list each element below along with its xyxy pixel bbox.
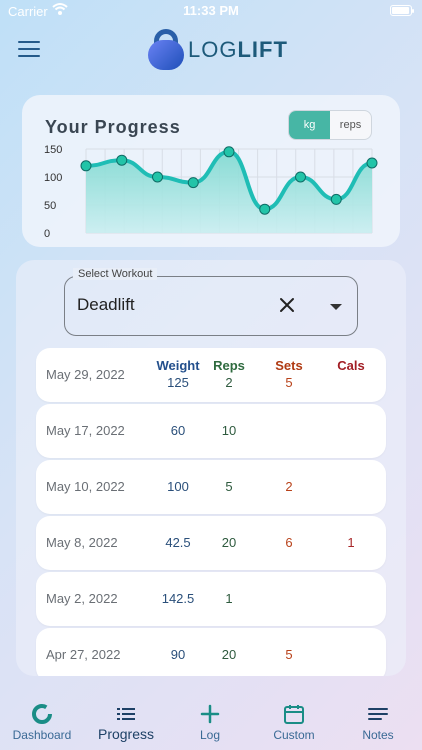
workout-panel: Select Workout Deadlift May 29, 2022 Weig… bbox=[16, 260, 406, 676]
log-row[interactable]: May 17, 2022 60 10 bbox=[36, 404, 386, 458]
header-reps: Reps bbox=[213, 358, 245, 373]
tab-dashboard[interactable]: Dashboard bbox=[0, 690, 84, 750]
log-date: May 17, 2022 bbox=[46, 423, 125, 438]
menu-icon-line bbox=[18, 41, 40, 43]
chevron-down-icon[interactable] bbox=[330, 304, 342, 310]
lock-icon bbox=[148, 40, 184, 70]
logo-text: LOGLIFT bbox=[188, 37, 288, 63]
clear-icon[interactable] bbox=[277, 295, 297, 315]
chart-point bbox=[187, 177, 199, 189]
chart-point bbox=[152, 171, 163, 183]
log-row[interactable]: May 10, 2022 100 5 2 bbox=[36, 460, 386, 514]
log-row[interactable]: Apr 27, 2022 90 20 5 bbox=[36, 628, 386, 676]
menu-button[interactable] bbox=[18, 41, 40, 57]
log-weight: 125 bbox=[167, 375, 189, 390]
chart-points bbox=[80, 146, 378, 215]
log-weight: 60 bbox=[170, 423, 186, 438]
chart-point bbox=[80, 160, 92, 172]
chart-point bbox=[330, 193, 342, 205]
tab-custom[interactable]: Custom bbox=[252, 690, 336, 750]
logo-suffix: LIFT bbox=[237, 37, 288, 62]
menu-icon-line bbox=[18, 55, 40, 57]
y-tick-label: 50 bbox=[44, 200, 56, 212]
logo-prefix: LOG bbox=[188, 37, 238, 62]
log-weight: 90 bbox=[170, 647, 186, 662]
log-reps: 10 bbox=[221, 423, 237, 438]
progress-chart: 150 100 50 0 bbox=[44, 144, 378, 240]
y-tick-label: 150 bbox=[44, 144, 62, 156]
chart-point bbox=[259, 203, 271, 215]
workout-select-label: Select Workout bbox=[73, 268, 158, 280]
y-tick-label: 100 bbox=[44, 172, 62, 184]
tab-label: Notes bbox=[362, 728, 394, 742]
chart-point bbox=[366, 157, 378, 169]
status-bar: Carrier 11:33 PM bbox=[0, 0, 422, 22]
log-sets: 5 bbox=[285, 375, 293, 390]
log-reps: 1 bbox=[225, 591, 233, 606]
log-date: May 8, 2022 bbox=[46, 535, 118, 550]
tab-label: Dashboard bbox=[12, 728, 72, 742]
chart-point bbox=[116, 154, 128, 166]
header-sets: Sets bbox=[275, 358, 303, 373]
calendar-icon bbox=[284, 705, 304, 724]
list-icon bbox=[117, 708, 135, 720]
log-row[interactable]: May 29, 2022 Weight Reps Sets Cals 125 2 5 bbox=[36, 348, 386, 402]
log-weight: 142.5 bbox=[161, 591, 195, 606]
log-reps: 2 bbox=[225, 375, 233, 390]
dashboard-icon bbox=[32, 704, 52, 724]
wifi-icon bbox=[52, 3, 68, 15]
chart-area bbox=[86, 151, 372, 233]
log-row[interactable]: May 2, 2022 142.5 1 bbox=[36, 572, 386, 626]
tab-bar: Dashboard Progress Log Custom Notes bbox=[0, 690, 422, 750]
header-weight: Weight bbox=[156, 358, 200, 373]
progress-card: Your Progress kg reps 150 100 50 0 bbox=[22, 95, 400, 247]
chart-point bbox=[295, 171, 306, 183]
plus-icon bbox=[200, 704, 220, 724]
tab-label: Progress bbox=[97, 726, 155, 742]
unit-option-kg[interactable]: kg bbox=[289, 111, 330, 139]
unit-toggle[interactable]: kg reps bbox=[288, 110, 372, 140]
progress-title: Your Progress bbox=[45, 117, 181, 137]
header-cals: Cals bbox=[337, 358, 365, 373]
unit-option-reps[interactable]: reps bbox=[339, 119, 362, 131]
chart-point bbox=[223, 146, 235, 158]
log-reps: 20 bbox=[221, 647, 237, 662]
tab-label: Custom bbox=[273, 728, 315, 742]
tab-progress[interactable]: Progress bbox=[84, 690, 168, 750]
log-sets: 2 bbox=[285, 479, 293, 494]
tab-notes[interactable]: Notes bbox=[336, 690, 420, 750]
log-row[interactable]: May 8, 2022 42.5 20 6 1 bbox=[36, 516, 386, 570]
log-date: May 10, 2022 bbox=[46, 479, 125, 494]
log-sets: 6 bbox=[285, 535, 293, 550]
log-date: Apr 27, 2022 bbox=[46, 647, 121, 662]
log-reps: 20 bbox=[221, 535, 237, 550]
workout-select[interactable]: Select Workout Deadlift bbox=[64, 268, 358, 336]
notes-icon bbox=[368, 708, 388, 720]
log-date: May 29, 2022 bbox=[46, 367, 125, 382]
log-weight: 100 bbox=[167, 479, 189, 494]
log-sets: 5 bbox=[285, 647, 293, 662]
battery-icon bbox=[390, 5, 414, 16]
app-logo: LOGLIFT bbox=[148, 28, 288, 72]
log-weight: 42.5 bbox=[165, 535, 191, 550]
tab-label: Log bbox=[199, 728, 221, 742]
log-date: May 2, 2022 bbox=[46, 591, 118, 606]
workout-select-value: Deadlift bbox=[77, 295, 135, 314]
log-reps: 5 bbox=[225, 479, 233, 494]
log-cals: 1 bbox=[347, 535, 355, 550]
menu-icon-line bbox=[18, 48, 40, 50]
clock-time: 11:33 PM bbox=[183, 3, 239, 18]
tab-log[interactable]: Log bbox=[168, 690, 252, 750]
chart-y-ticks: 150 100 50 0 bbox=[44, 144, 62, 240]
carrier-label: Carrier bbox=[8, 4, 48, 19]
y-tick-label: 0 bbox=[44, 228, 50, 240]
